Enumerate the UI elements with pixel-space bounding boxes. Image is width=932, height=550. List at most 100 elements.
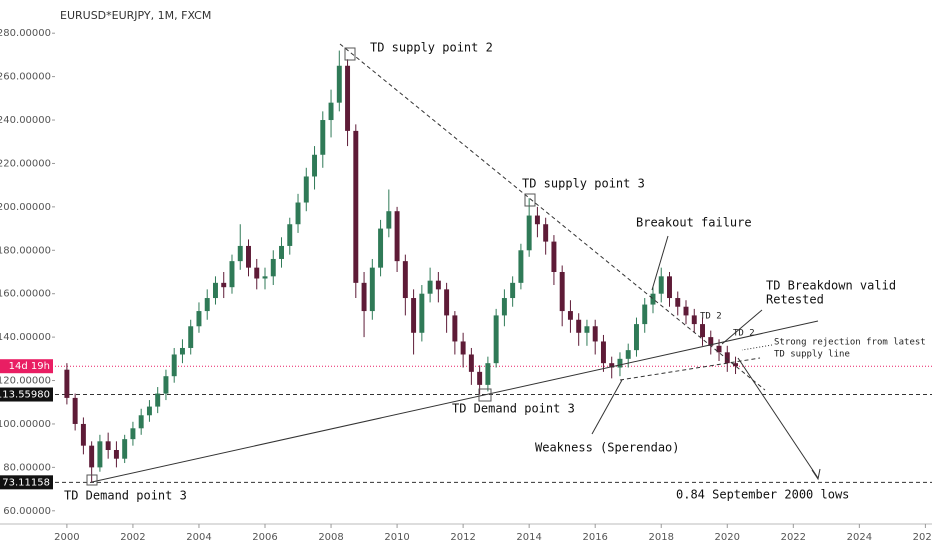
y-tick-label: 120.00000 [0,376,51,387]
annotation: Strong rejection from latest [774,338,926,348]
y-tick-label: 280.00000 [0,28,51,39]
candle-body [708,337,714,346]
level-label: 113.55980 [0,390,50,401]
candle-body [72,397,78,424]
y-tick-label: 220.00000 [0,158,51,169]
arrow [591,379,623,435]
candle-body [353,130,359,283]
candle-body [229,261,235,288]
chart-title: EURUSD*EURJPY, 1M, FXCM [60,9,211,22]
candle-body [122,439,128,459]
candle-body [559,271,565,312]
annotation: TD 2 [733,329,755,339]
x-tick-label: 2016 [582,532,607,543]
candle-body [642,304,648,325]
candle-body [171,354,177,377]
candle-body [584,326,590,333]
price-labels: 60.00000 80.00000 100.00000 120.00000 140.00… [0,28,932,543]
current-price-tag [0,359,53,374]
annotation: TD supply line [774,350,850,360]
annotation: Breakout failure [636,216,752,230]
candle-body [526,215,532,251]
candle-body [254,267,260,279]
candle-body [650,293,656,305]
annotation: TD supply point 3 [522,177,645,191]
y-tick-label: 60.00000 [3,506,51,517]
candle-body [312,154,318,177]
candle-body [64,369,70,398]
candle-body [89,445,95,468]
level-label: 73.11158 [2,477,50,488]
annotation: TD supply point 2 [370,41,493,55]
candle-body [419,293,425,333]
candle-body [287,224,293,246]
candle-body [592,326,598,342]
candle-body [510,282,516,299]
candle-body [303,176,309,203]
y-tick-label: 100.00000 [0,419,51,430]
candle-body [320,120,326,155]
point-box [344,47,356,61]
x-tick-label: 2022 [781,532,806,543]
x-tick-label: 2006 [252,532,277,543]
candle-body [196,311,202,327]
arrow-head [811,468,821,481]
candle-body [567,311,573,320]
candle-body [295,202,301,225]
x-tick-label: 2020 [715,532,740,543]
arrow [741,344,773,351]
point-box [478,388,492,402]
annotation: TD Demand point 3 [64,489,187,503]
candle-body [155,393,161,407]
candle-body [427,280,433,294]
x-tick-label: 2014 [516,532,541,543]
support-line [619,357,761,381]
candle-body [411,298,417,333]
candle-body [724,352,730,364]
x-tick-label: 2002 [120,532,145,543]
candle-body [534,215,540,225]
projection-arrow [737,357,819,479]
candle-body [683,306,689,316]
candle-body [733,363,739,367]
candle-body [576,319,582,333]
annotation: Retested [766,293,824,307]
candle-body [658,276,664,294]
candle-body [237,245,243,262]
candle-body [105,441,111,451]
annotation: 0.84 September 2000 lows [676,488,849,502]
arrow [651,235,669,291]
annotation: TD Demand point 3 [452,402,575,416]
candle-body [179,347,185,355]
y-tick-label: 180.00000 [0,245,51,256]
candle-body [163,376,169,394]
candle-body [386,211,392,229]
y-tick-label: 260.00000 [0,72,51,83]
candle-body [336,65,342,103]
level-tag [0,475,53,490]
candle-body [501,298,507,316]
candle-body [633,324,639,351]
candle-body [667,276,672,299]
x-tick-label: 2008 [318,532,343,543]
y-tick-label: 240.00000 [0,115,51,126]
candle-body [279,245,284,259]
candle-body [378,228,384,268]
candle-body [188,326,194,348]
candle-body [361,282,367,312]
candle-body [700,324,705,338]
annotation: Weakness (Sperendao) [535,441,680,455]
x-tick-label: 2012 [450,532,475,543]
candle-body [485,363,491,385]
candle-body [246,245,251,268]
x-tick-label: 2026 [913,532,932,543]
candle-body [716,345,722,353]
x-tick-label: 2018 [649,532,674,543]
point-box [524,193,536,207]
candle-body [609,363,615,368]
candle-body [204,298,210,312]
candle-body [435,280,441,290]
candle-body [518,250,524,283]
annotation: TD Breakdown valid [766,279,896,293]
